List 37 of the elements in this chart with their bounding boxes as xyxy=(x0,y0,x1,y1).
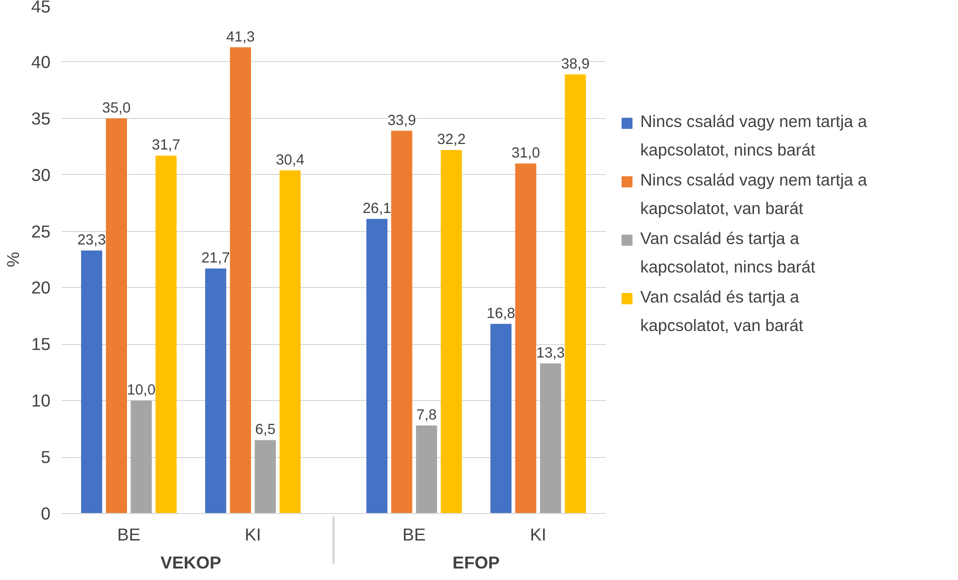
data-label: 10,0 xyxy=(126,382,156,399)
legend-label: Nincs család vagy nem tartja a kapcsolatot, van barát xyxy=(640,170,868,218)
y-tick-label: 25 xyxy=(31,221,51,242)
y-tick-label: 45 xyxy=(31,0,51,16)
x-tick-label: KI xyxy=(530,524,546,544)
y-tick-label: 5 xyxy=(40,447,51,468)
data-label: 38,9 xyxy=(561,56,590,72)
y-tick-label: 40 xyxy=(31,52,51,72)
data-label: 31,7 xyxy=(152,138,180,154)
text: EFOP xyxy=(452,552,500,572)
data-label: 16,8 xyxy=(486,306,516,322)
data-label: 21,7 xyxy=(201,250,230,267)
y-tick-label: 0 xyxy=(40,504,51,524)
data-label: 41,3 xyxy=(226,29,255,46)
data-label: 26,1 xyxy=(362,200,392,217)
y-tick-label: 15 xyxy=(31,334,51,354)
text: VEKOP xyxy=(160,552,222,572)
legend-label: Van család és tartja a kapcsolatot, nincs barát xyxy=(640,229,816,277)
data-label: 33,9 xyxy=(387,112,416,129)
data-label: 23,3 xyxy=(77,232,106,248)
data-label: 6,5 xyxy=(255,422,276,438)
data-label: 35,0 xyxy=(102,100,131,116)
data-label: 32,2 xyxy=(437,132,466,148)
y-tick-label: 30 xyxy=(31,164,51,185)
data-label: 30,4 xyxy=(276,152,304,168)
y-tick-label: 35 xyxy=(31,108,51,128)
data-label: 7,8 xyxy=(416,407,437,424)
x-tick-label: BE xyxy=(117,524,140,544)
x-tick-label: KI xyxy=(244,524,262,544)
y-tick-label: 20 xyxy=(31,278,51,298)
y-tick-label: 10 xyxy=(31,390,51,411)
x-tick-label: BE xyxy=(402,524,426,544)
data-label: 31,0 xyxy=(511,146,540,162)
y-axis-title: % xyxy=(3,252,24,268)
legend-label: Nincs család vagy nem tartja a kapcsolatot, nincs barát xyxy=(640,112,868,160)
data-label: 13,3 xyxy=(536,345,565,362)
legend-label: Van család és tartja a kapcsolatot, van barát xyxy=(640,287,804,335)
